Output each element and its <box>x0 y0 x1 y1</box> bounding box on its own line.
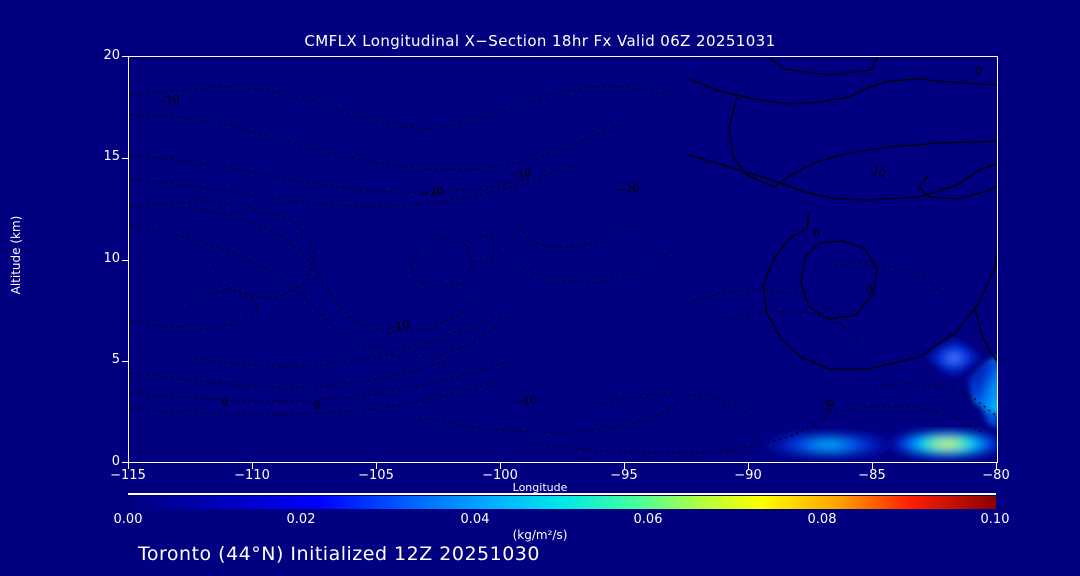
x-tickmark-n80 <box>996 463 997 469</box>
x-tickmark-n105 <box>376 463 377 469</box>
svg-text:0: 0 <box>866 283 873 296</box>
y-tickmark-0 <box>122 462 128 463</box>
chart-title: CMFLX Longitudinal X−Section 18hr Fx Val… <box>304 32 776 50</box>
colorbar-tick-1: 0.02 <box>286 512 316 527</box>
svg-text:−20: −20 <box>420 185 445 201</box>
y-tick-5: 5 <box>111 352 120 367</box>
y-tickmark-20 <box>122 56 128 57</box>
cross-section-render: −10 −20 −20 −10 −10 −10 −10 10 0 0 0 0 0 <box>129 57 997 462</box>
y-tick-0: 0 <box>111 454 120 469</box>
svg-text:−20: −20 <box>616 181 641 197</box>
colorbar-tick-0: 0.00 <box>113 512 143 527</box>
colorbar-tick-2: 0.04 <box>460 512 490 527</box>
x-tickmark-n115 <box>128 463 129 469</box>
y-tickmark-15 <box>122 158 128 159</box>
x-tickmark-n110 <box>252 463 253 469</box>
svg-text:0: 0 <box>973 64 984 79</box>
svg-text:−10: −10 <box>508 166 533 182</box>
x-tickmark-n85 <box>872 463 873 469</box>
colorbar-tick-3: 0.06 <box>633 512 663 527</box>
x-tick-n85: −85 <box>858 468 886 483</box>
y-axis-label: Altitude (km) <box>9 215 23 295</box>
y-tickmark-5 <box>122 361 128 362</box>
x-tickmark-n100 <box>500 463 501 469</box>
svg-text:−10: −10 <box>385 318 410 335</box>
contour-lines-dotted <box>129 86 996 454</box>
y-tick-10: 10 <box>103 251 120 266</box>
x-tickmark-n95 <box>624 463 625 469</box>
x-tickmark-n90 <box>748 463 749 469</box>
x-axis-label: Longitude <box>512 481 568 494</box>
figure-caption: Toronto (44°N) Initialized 12Z 20251030 <box>138 543 540 565</box>
svg-text:−10: −10 <box>156 93 180 108</box>
x-tick-n80: −80 <box>982 468 1010 483</box>
flux-shading <box>759 337 997 458</box>
x-tick-n100: −100 <box>482 468 518 483</box>
colorbar <box>128 496 996 509</box>
svg-text:0: 0 <box>221 396 229 409</box>
colorbar-top-rule <box>128 493 996 495</box>
svg-text:10: 10 <box>870 164 887 180</box>
colorbar-tick-5: 0.10 <box>980 512 1010 527</box>
svg-text:0: 0 <box>313 398 321 412</box>
colorbar-tick-4: 0.08 <box>807 512 837 527</box>
x-tick-n105: −105 <box>358 468 394 483</box>
contour-lines-solid <box>688 57 997 370</box>
contour-labels: −10 −20 −20 −10 −10 −10 −10 10 0 0 0 0 0 <box>156 64 984 424</box>
y-tick-15: 15 <box>103 149 120 164</box>
svg-text:−10: −10 <box>513 394 537 409</box>
colorbar-units-label: (kg/m²/s) <box>0 528 1080 542</box>
plot-area: −10 −20 −20 −10 −10 −10 −10 10 0 0 0 0 0 <box>128 56 998 463</box>
x-tick-n90: −90 <box>734 468 762 483</box>
y-tick-20: 20 <box>103 48 120 63</box>
x-tick-n110: −110 <box>234 468 270 483</box>
x-tick-n115: −115 <box>110 468 146 483</box>
colorbar-units-text: (kg/m²/s) <box>512 528 568 542</box>
y-tickmark-10 <box>122 260 128 261</box>
x-tick-n95: −95 <box>610 468 638 483</box>
svg-text:0: 0 <box>813 227 820 240</box>
